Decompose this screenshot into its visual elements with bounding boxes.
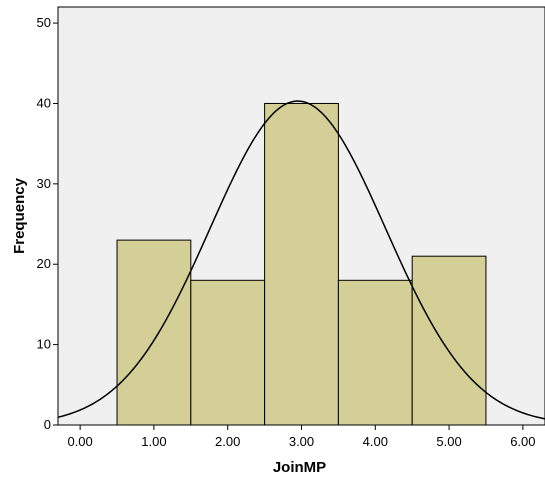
x-tick-label: 3.00: [289, 434, 314, 449]
x-tick-label: 0.00: [67, 434, 92, 449]
histogram-bar: [264, 102, 339, 426]
y-tick-label: 50: [37, 15, 51, 30]
y-tick-label: 30: [37, 176, 51, 191]
histogram-bar: [411, 255, 487, 426]
x-tick-label: 6.00: [510, 434, 535, 449]
y-tick-label: 0: [44, 417, 51, 432]
y-tick-label: 20: [37, 256, 51, 271]
x-tick-label: 4.00: [363, 434, 388, 449]
x-axis-title: JoinMP: [273, 459, 326, 476]
x-tick-label: 5.00: [436, 434, 461, 449]
histogram-bar: [116, 239, 192, 426]
histogram-bar: [190, 279, 266, 426]
y-tick-label: 10: [37, 337, 51, 352]
normal-curve: [57, 100, 545, 420]
x-tick-label: 2.00: [215, 434, 240, 449]
histogram-bar: [337, 279, 413, 426]
y-tick-label: 40: [37, 95, 51, 110]
y-axis-title: Frequency: [11, 177, 28, 254]
x-tick-label: 1.00: [141, 434, 166, 449]
